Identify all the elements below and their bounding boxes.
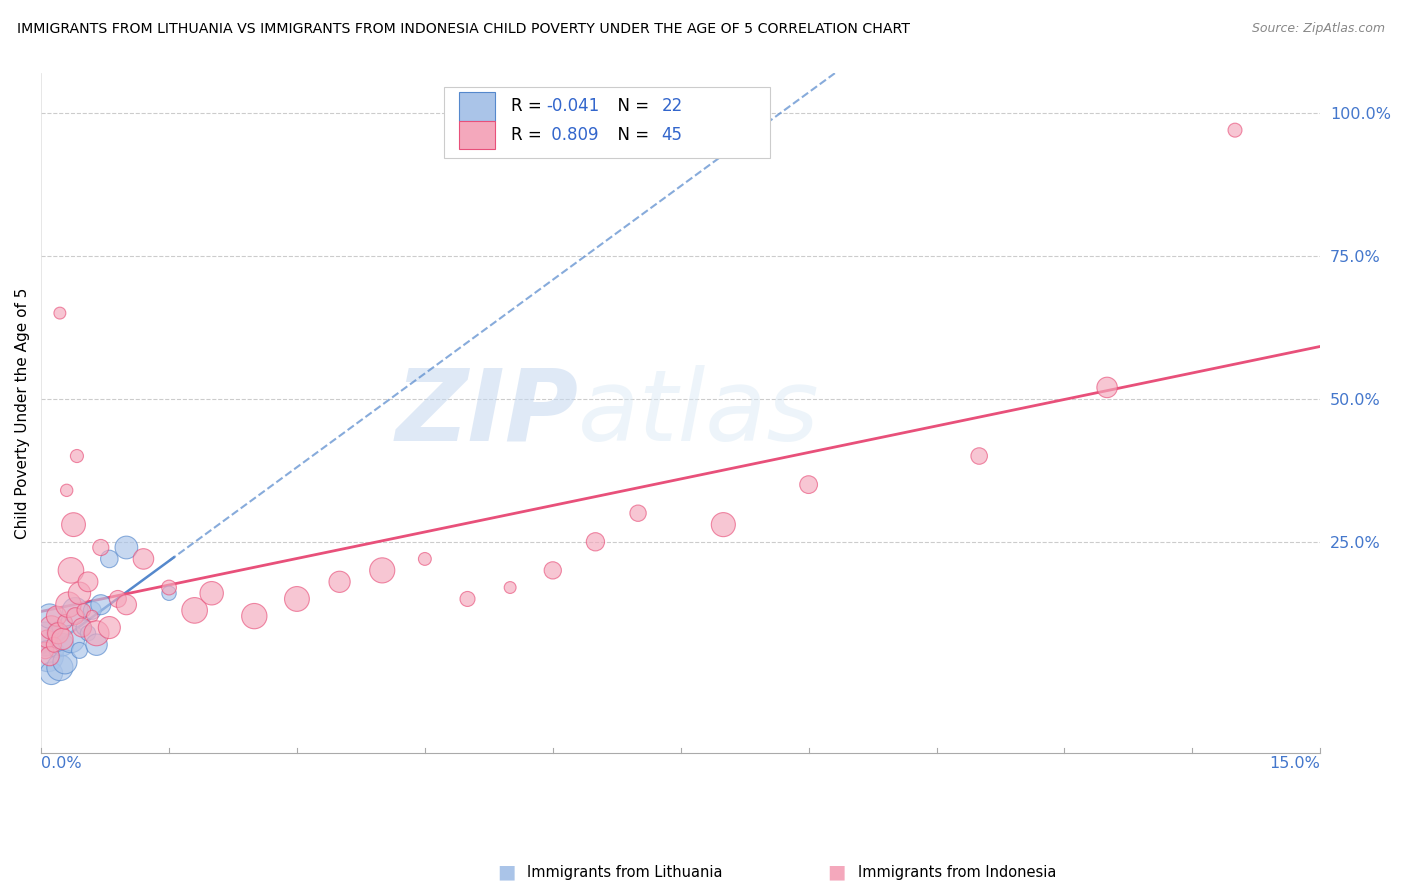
Point — [65, 609, 87, 624]
Text: ■: ■ — [496, 863, 516, 882]
Point — [201, 586, 224, 600]
Point — [243, 609, 266, 624]
Point — [59, 632, 82, 646]
Point — [37, 649, 59, 664]
Text: N =: N = — [606, 126, 654, 144]
Point — [157, 581, 180, 595]
Point — [797, 477, 820, 491]
Point — [86, 638, 108, 652]
Point — [55, 615, 77, 629]
Point — [413, 552, 436, 566]
Point — [371, 563, 394, 577]
Point — [41, 666, 63, 681]
Point — [82, 609, 104, 624]
Point — [98, 552, 121, 566]
Point — [157, 586, 180, 600]
Text: 22: 22 — [661, 97, 683, 115]
Point — [49, 660, 72, 674]
Point — [53, 615, 76, 629]
Point — [90, 541, 112, 555]
Point — [285, 591, 308, 606]
Point — [66, 449, 89, 463]
Point — [627, 506, 650, 520]
Point — [115, 541, 138, 555]
Point — [967, 449, 990, 463]
Point — [62, 517, 84, 532]
Text: ZIP: ZIP — [395, 365, 578, 462]
Text: R =: R = — [510, 126, 547, 144]
Point — [55, 483, 77, 498]
Point — [49, 306, 72, 320]
Point — [98, 621, 121, 635]
Point — [41, 621, 63, 635]
Text: 0.809: 0.809 — [547, 126, 599, 144]
Text: 45: 45 — [661, 126, 682, 144]
Point — [69, 643, 91, 657]
Text: 0.0%: 0.0% — [41, 756, 82, 772]
Point — [35, 632, 58, 646]
Point — [329, 574, 352, 589]
Point — [183, 603, 205, 617]
FancyBboxPatch shape — [444, 87, 770, 158]
Point — [45, 643, 67, 657]
Point — [46, 621, 69, 635]
Point — [711, 517, 734, 532]
Point — [42, 638, 65, 652]
Point — [541, 563, 564, 577]
Point — [1223, 123, 1246, 137]
Point — [42, 626, 65, 640]
Text: Immigrants from Lithuania: Immigrants from Lithuania — [527, 865, 723, 880]
Point — [73, 603, 96, 617]
FancyBboxPatch shape — [460, 92, 495, 120]
Point — [583, 534, 606, 549]
Text: IMMIGRANTS FROM LITHUANIA VS IMMIGRANTS FROM INDONESIA CHILD POVERTY UNDER THE A: IMMIGRANTS FROM LITHUANIA VS IMMIGRANTS … — [17, 22, 910, 37]
Text: Source: ZipAtlas.com: Source: ZipAtlas.com — [1251, 22, 1385, 36]
Text: R =: R = — [510, 97, 547, 115]
Point — [77, 574, 100, 589]
Point — [34, 643, 56, 657]
Point — [73, 621, 96, 635]
Point — [65, 603, 87, 617]
Point — [499, 581, 522, 595]
Point — [69, 586, 91, 600]
Point — [77, 626, 100, 640]
Point — [38, 649, 60, 664]
Point — [132, 552, 155, 566]
Point — [1095, 380, 1118, 394]
Text: 15.0%: 15.0% — [1270, 756, 1320, 772]
Point — [51, 638, 73, 652]
Point — [82, 603, 104, 617]
Point — [115, 598, 138, 612]
Point — [107, 591, 129, 606]
Text: ■: ■ — [827, 863, 846, 882]
Point — [38, 609, 60, 624]
Point — [34, 632, 56, 646]
Point — [45, 609, 67, 624]
Text: N =: N = — [606, 97, 654, 115]
Point — [46, 626, 69, 640]
Text: Immigrants from Indonesia: Immigrants from Indonesia — [858, 865, 1056, 880]
Point — [90, 598, 112, 612]
Point — [53, 655, 76, 669]
Point — [59, 563, 82, 577]
Point — [51, 632, 73, 646]
Point — [86, 626, 108, 640]
Point — [70, 621, 93, 635]
Text: atlas: atlas — [578, 365, 820, 462]
FancyBboxPatch shape — [460, 120, 495, 149]
Point — [457, 591, 479, 606]
Text: -0.041: -0.041 — [547, 97, 599, 115]
Y-axis label: Child Poverty Under the Age of 5: Child Poverty Under the Age of 5 — [15, 287, 30, 539]
Point — [58, 598, 80, 612]
